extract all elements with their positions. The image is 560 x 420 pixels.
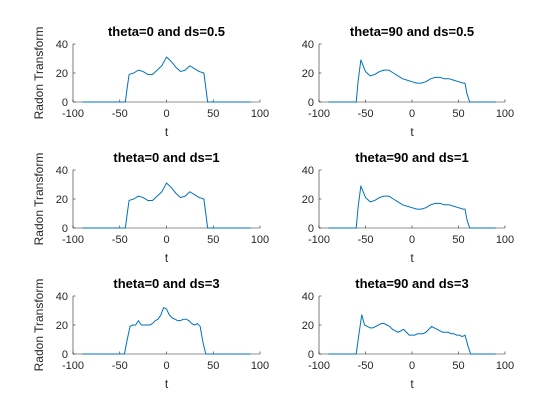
x-tick-label: 0 (409, 360, 415, 372)
x-tick-label: 0 (163, 234, 169, 246)
x-tick-label: -50 (112, 234, 128, 246)
x-tick-label: 100 (251, 360, 269, 372)
x-tick-label: 50 (452, 108, 464, 120)
x-tick-label: 100 (251, 234, 269, 246)
y-tick-label: 40 (56, 39, 68, 51)
x-axis-label: t (165, 125, 169, 139)
x-tick-label: 50 (207, 360, 219, 372)
y-tick-label: 0 (308, 223, 314, 235)
x-tick-label: 50 (207, 234, 219, 246)
series-line (82, 56, 251, 103)
chart-title: theta=0 and ds=3 (113, 276, 219, 291)
x-tick-label: 0 (163, 360, 169, 372)
y-tick-label: 0 (308, 349, 314, 361)
x-tick-label: -100 (62, 234, 84, 246)
subplot-6: -100 -50 0 50 100 0 20 40 theta=90 and ds=3 t (302, 276, 514, 391)
x-tick-label: -100 (62, 360, 84, 372)
x-axis-label: t (165, 377, 169, 391)
y-tick-label: 20 (56, 320, 68, 332)
x-tick-label: -50 (358, 108, 374, 120)
subplot-3: -100 -50 0 50 100 0 20 40 theta=0 and ds=1 t Radon… (32, 150, 269, 265)
x-tick-label: -100 (308, 108, 330, 120)
y-axis-label: Radon Transform (32, 153, 46, 246)
series-line (328, 314, 496, 355)
y-tick-label: 40 (56, 291, 68, 303)
y-tick-label: 0 (62, 223, 68, 235)
x-tick-label: 100 (496, 360, 514, 372)
series-line (328, 185, 496, 229)
x-axis-label: t (410, 251, 414, 265)
x-tick-label: -50 (112, 360, 128, 372)
y-tick-label: 40 (56, 165, 68, 177)
y-tick-label: 40 (302, 165, 314, 177)
x-tick-label: 100 (251, 108, 269, 120)
x-tick-label: 50 (207, 108, 219, 120)
x-tick-label: -50 (112, 108, 128, 120)
x-tick-label: 100 (496, 234, 514, 246)
x-tick-label: -50 (358, 360, 374, 372)
x-tick-label: 0 (409, 108, 415, 120)
x-tick-label: -100 (62, 108, 84, 120)
chart-title: theta=90 and ds=0.5 (350, 24, 474, 39)
y-axis-label: Radon Transform (32, 27, 46, 120)
x-tick-label: -50 (358, 234, 374, 246)
y-tick-label: 20 (302, 194, 314, 206)
x-axis-label: t (165, 251, 169, 265)
y-axis-label: Radon Transform (32, 279, 46, 372)
x-tick-label: -100 (308, 360, 330, 372)
chart-title: theta=90 and ds=1 (355, 150, 468, 165)
x-tick-label: 50 (452, 234, 464, 246)
x-tick-label: 0 (409, 234, 415, 246)
series-line (82, 182, 251, 229)
x-tick-label: 0 (163, 108, 169, 120)
y-tick-label: 40 (302, 39, 314, 51)
subplot-2: -100 -50 0 50 100 0 20 40 theta=90 and ds=0.5 t (302, 24, 514, 139)
y-tick-label: 0 (62, 97, 68, 109)
y-tick-label: 20 (56, 68, 68, 80)
subplot-5: -100 -50 0 50 100 0 20 40 theta=0 and ds=3 t Radon… (32, 276, 269, 391)
series-line (82, 307, 251, 355)
x-axis-label: t (410, 377, 414, 391)
series-line (328, 59, 496, 103)
y-tick-label: 20 (302, 320, 314, 332)
y-tick-label: 0 (62, 349, 68, 361)
subplot-4: -100 -50 0 50 100 0 20 40 theta=90 and ds=1 t (302, 150, 514, 265)
subplot-1: -100 -50 0 50 100 0 20 40 theta=0 and ds=0.5 t Rad… (32, 24, 269, 139)
x-tick-label: 100 (496, 108, 514, 120)
chart-title: theta=0 and ds=1 (113, 150, 219, 165)
chart-title: theta=0 and ds=0.5 (108, 24, 225, 39)
y-tick-label: 40 (302, 291, 314, 303)
chart-title: theta=90 and ds=3 (355, 276, 468, 291)
x-tick-label: -100 (308, 234, 330, 246)
y-tick-label: 0 (308, 97, 314, 109)
x-axis-label: t (410, 125, 414, 139)
y-tick-label: 20 (56, 194, 68, 206)
x-tick-label: 50 (452, 360, 464, 372)
y-tick-label: 20 (302, 68, 314, 80)
